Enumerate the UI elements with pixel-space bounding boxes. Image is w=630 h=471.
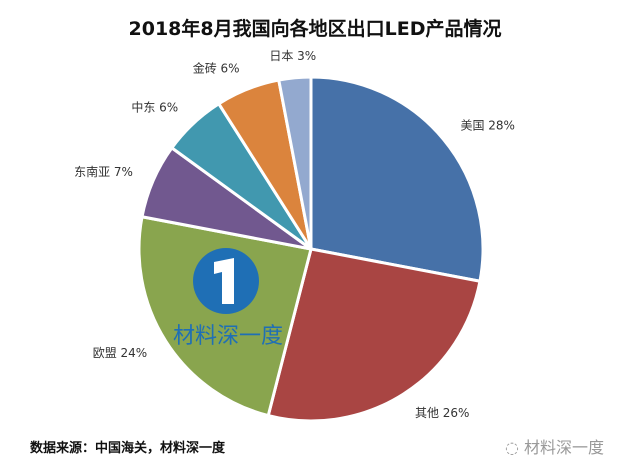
chart-title: 2018年8月我国向各地区出口LED产品情况: [128, 18, 502, 40]
slice-label: 欧盟 24%: [93, 346, 148, 360]
slice-label: 其他 26%: [415, 406, 470, 420]
data-source: 数据来源：中国海关，材料深一度: [30, 441, 226, 456]
slice-label: 日本 3%: [269, 49, 316, 63]
wechat-watermark: ◌ 材料深一度: [505, 434, 604, 458]
pie-slice-6: [277, 75, 313, 250]
slice-label: 中东 6%: [131, 100, 178, 115]
logo-text: 材料深一度: [173, 324, 283, 349]
pie-slice-0: [309, 75, 485, 283]
slice-label: 东南亚 7%: [74, 164, 133, 179]
logo-glyph: [214, 258, 234, 304]
pie-slice-2: [137, 215, 313, 418]
slice-label: 金砖 6%: [193, 61, 240, 76]
slice-label: 美国 28%: [460, 118, 515, 132]
pie-slice-1: [266, 247, 482, 423]
watermark-text: 材料深一度: [524, 438, 605, 457]
wechat-icon: ◌: [505, 438, 525, 457]
logo-watermark: 材料深一度: [173, 248, 283, 349]
